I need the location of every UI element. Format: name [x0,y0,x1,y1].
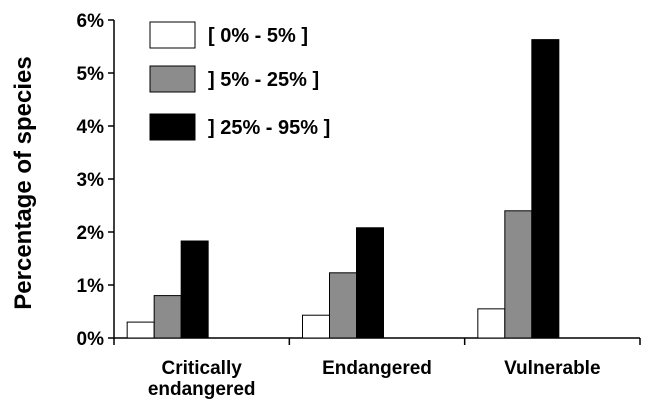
bar [477,308,506,339]
x-axis: Critically endangered Endangered Vulnerable [113,337,641,400]
bar [531,39,560,339]
bar [356,227,384,339]
bars [126,39,560,339]
legend-label: [ 0% - 5% ] [208,25,308,47]
y-tick-label: 2% [77,223,105,244]
legend-swatch [149,113,196,141]
y-tick-label: 4% [77,117,105,138]
legend-swatch [149,65,196,93]
y-tick-label: 3% [77,170,105,191]
y-tick-label: 6% [77,11,105,32]
x-tick-label: Endangered [322,358,432,379]
legend-swatch [149,21,196,49]
legend-label: ] 5% - 25% ] [208,69,319,91]
x-tick-label: Critically endangered [148,358,256,400]
y-tick-label: 1% [77,276,105,297]
y-axis-label: Percentage of species [10,56,37,309]
bar [302,314,330,339]
legend-label: ] 25% - 95% ] [208,117,330,139]
bar [504,210,533,339]
bar [329,272,357,339]
y-tick-label: 0% [77,329,105,350]
y-tick-label: 5% [77,64,105,85]
legend: [ 0% - 5% ] ] 5% - 25% ] ] 25% - 95% ] [149,21,330,141]
bar [126,321,155,339]
x-tick-label: Vulnerable [504,358,600,379]
bar [153,295,182,339]
bar [180,240,209,339]
y-axis: 0% 1% 2% 3% 4% 5% 6% [77,11,115,350]
